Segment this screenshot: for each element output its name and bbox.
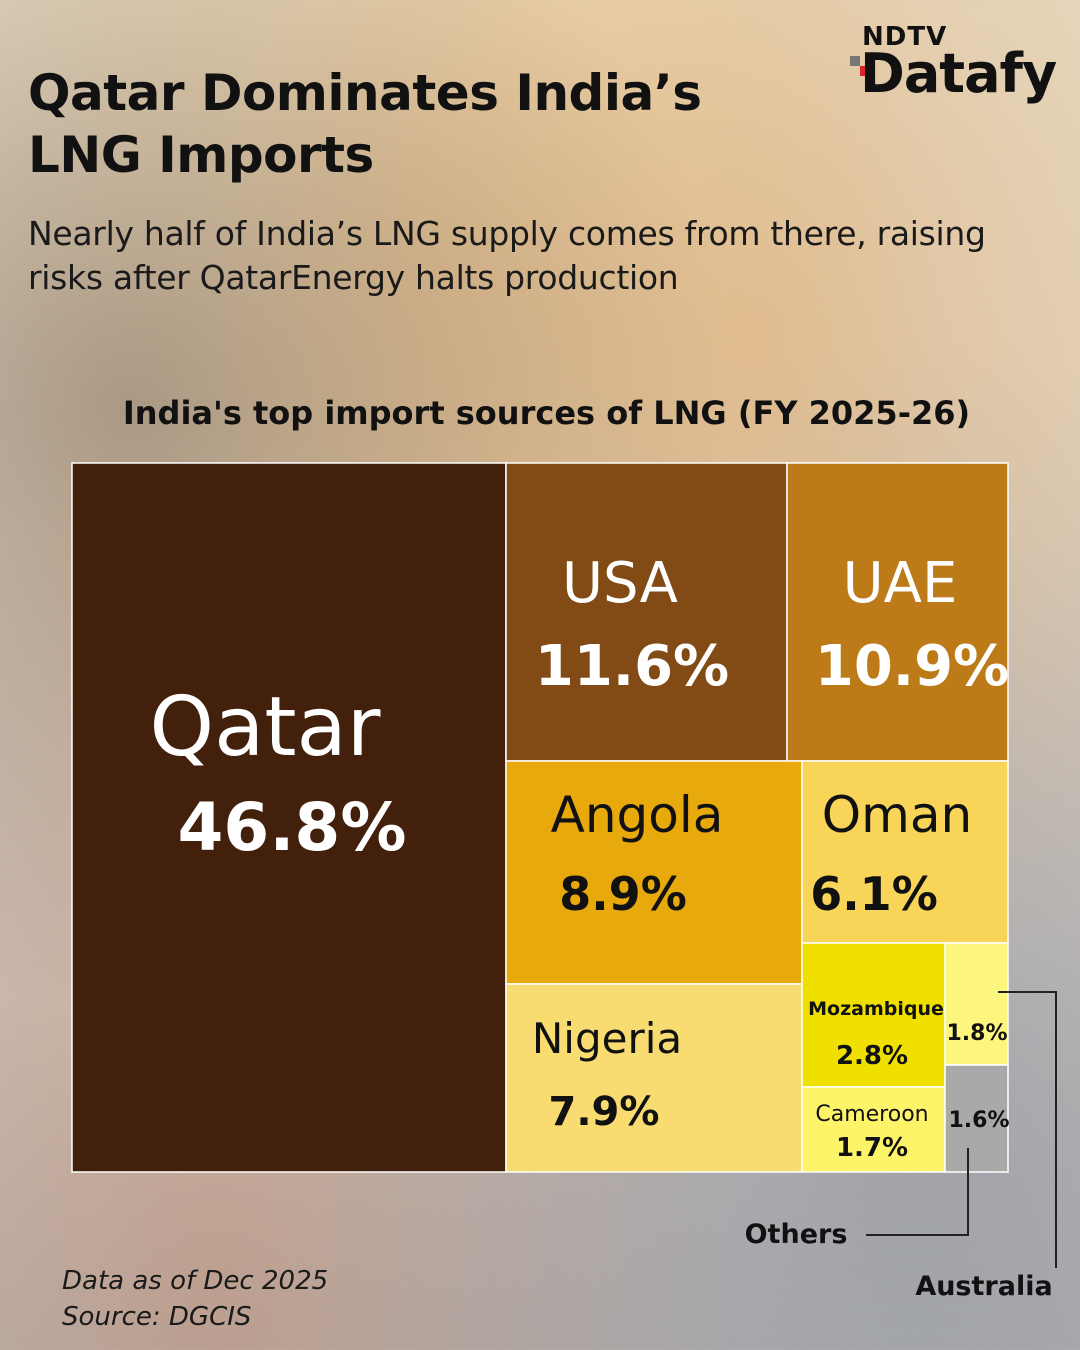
logo-ndtv-text: NDTV xyxy=(862,22,948,52)
tile-label-oman: Oman xyxy=(822,786,972,844)
treemap-tile-nigeria: Nigeria 7.9% xyxy=(505,983,803,1173)
tile-value-usa: 11.6% xyxy=(535,634,729,699)
chart-title: India's top import sources of LNG (FY 20… xyxy=(122,394,971,432)
tile-value-mozambique: 2.8% xyxy=(836,1041,908,1071)
tile-value-cameroon: 1.7% xyxy=(836,1133,908,1163)
treemap-tile-rect-others xyxy=(944,1064,1009,1173)
page-subtitle: Nearly half of India’s LNG supply comes … xyxy=(28,214,986,297)
tile-value-australia: 1.8% xyxy=(946,1021,1007,1046)
treemap-tile-rect-usa xyxy=(505,462,788,762)
others-leader-line xyxy=(866,1148,969,1236)
tile-label-angola: Angola xyxy=(551,786,724,844)
treemap-tile-uae: UAE 10.9% xyxy=(786,462,1009,762)
tile-label-nigeria: Nigeria xyxy=(532,1014,682,1063)
tile-value-nigeria: 7.9% xyxy=(549,1089,660,1135)
treemap-tile-qatar: Qatar 46.8% xyxy=(71,462,507,1173)
tile-value-others: 1.6% xyxy=(948,1108,1009,1133)
tile-value-uae: 10.9% xyxy=(815,634,1009,699)
treemap-tile-rect-qatar xyxy=(71,462,507,1173)
treemap-tile-rect-oman xyxy=(801,760,1009,944)
tile-label-qatar: Qatar xyxy=(150,680,381,775)
data-date-note: Data as of Dec 2025 xyxy=(62,1266,329,1296)
tile-label-mozambique: Mozambique xyxy=(808,998,944,1020)
treemap-tile-rect-cameroon xyxy=(801,1086,946,1173)
treemap-tile-rect-australia xyxy=(944,942,1009,1066)
logo-square-red xyxy=(860,66,870,76)
treemap-tile-mozambique: Mozambique 2.8% xyxy=(801,942,946,1088)
treemap-tile-usa: USA 11.6% xyxy=(505,462,788,762)
tile-label-uae: UAE xyxy=(843,551,958,616)
ndtv-datafy-logo: NDTV Datafy xyxy=(850,22,1070,112)
treemap-tile-oman: Oman 6.1% xyxy=(801,760,1009,944)
tile-value-angola: 8.9% xyxy=(559,867,687,921)
treemap-tile-others: 1.6% xyxy=(944,1064,1010,1173)
treemap-tile-cameroon: Cameroon 1.7% xyxy=(801,1086,946,1173)
treemap-tile-rect-uae xyxy=(786,462,1009,762)
treemap-tile-rect-nigeria xyxy=(505,983,803,1173)
source-note: Source: DGCIS xyxy=(62,1302,252,1332)
logo-datafy-text: Datafy xyxy=(860,42,1057,105)
australia-callout-label: Australia xyxy=(915,1271,1052,1302)
others-callout-label: Others xyxy=(745,1219,848,1250)
page-title: Qatar Dominates India’s LNG Imports xyxy=(28,64,702,184)
treemap-tile-australia: 1.8% xyxy=(944,942,1009,1066)
tile-value-oman: 6.1% xyxy=(810,867,938,921)
australia-leader-line xyxy=(998,991,1057,1268)
tile-label-cameroon: Cameroon xyxy=(815,1102,928,1127)
tile-value-qatar: 46.8% xyxy=(178,789,407,866)
logo-square-grey xyxy=(850,56,860,66)
treemap-tile-angola: Angola 8.9% xyxy=(505,760,803,985)
tile-label-usa: USA xyxy=(562,551,678,616)
